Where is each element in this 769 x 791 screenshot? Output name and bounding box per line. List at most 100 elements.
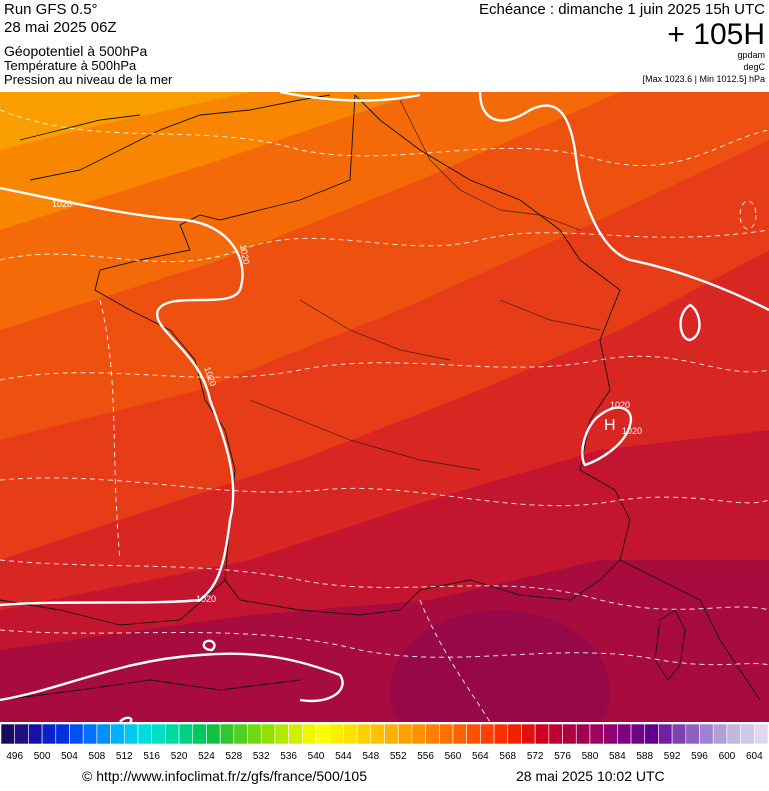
legend-swatch <box>562 723 577 745</box>
legend-label: 552 <box>390 751 407 762</box>
legend-label: 604 <box>746 751 763 762</box>
legend-swatch <box>480 723 495 745</box>
legend-label: 584 <box>609 751 626 762</box>
legend-swatch <box>630 723 646 745</box>
legend-label: 544 <box>335 751 352 762</box>
legend-swatch <box>315 723 331 745</box>
forecast-time: Echéance : dimanche 1 juin 2025 15h UTC <box>479 1 765 18</box>
high-pressure-marker: H <box>604 417 616 434</box>
contour <box>0 355 769 381</box>
legend-swatch <box>247 723 262 745</box>
source-url: © http://www.infoclimat.fr/z/gfs/france/… <box>82 768 367 784</box>
legend-swatch <box>644 723 659 745</box>
isobar-label: 1020 <box>622 426 642 436</box>
legend-swatch <box>165 723 180 745</box>
legend-swatch <box>96 723 111 745</box>
isobar-label: 1020 <box>52 199 72 209</box>
isobar <box>202 639 216 652</box>
legend-swatch <box>658 723 673 745</box>
contour <box>0 477 769 507</box>
legend-swatch <box>712 723 728 745</box>
corsica <box>654 609 686 681</box>
legend-label: 548 <box>362 751 379 762</box>
map: 1020 1020 1020 1020 1020 1020 H <box>0 92 769 722</box>
isobar <box>0 652 344 703</box>
region-border <box>249 99 601 471</box>
legend-label: 500 <box>34 751 51 762</box>
legend-swatch <box>452 723 467 745</box>
legend-label: 592 <box>664 751 681 762</box>
legend-label: 560 <box>445 751 462 762</box>
layer-label: Pression au niveau de la mer <box>4 72 173 87</box>
france-border <box>94 93 631 616</box>
forecast-term: + 105H <box>667 18 765 51</box>
isobar <box>279 92 769 312</box>
temperature-field <box>0 92 250 150</box>
contour <box>739 200 757 230</box>
legend-label: 572 <box>527 751 544 762</box>
legend-swatch <box>384 723 399 745</box>
legend-label: 580 <box>582 751 599 762</box>
legend-swatch <box>397 723 413 745</box>
temperature-field <box>390 610 610 722</box>
legend-swatch <box>302 723 317 745</box>
legend-label: 600 <box>719 751 736 762</box>
isobar-label: 1020 <box>238 244 251 265</box>
legend-swatch <box>288 723 303 745</box>
legend-swatch <box>671 723 687 745</box>
legend-label: 516 <box>143 751 160 762</box>
legend-swatch <box>219 723 235 745</box>
legend-swatch <box>206 723 221 745</box>
legend-swatch <box>0 723 15 745</box>
legend-swatch <box>82 723 98 745</box>
legend-swatch <box>740 723 755 745</box>
legend-label: 596 <box>691 751 708 762</box>
legend-swatch <box>233 723 248 745</box>
legend-swatch <box>548 723 563 745</box>
legend-swatch <box>151 723 166 745</box>
isobar <box>679 303 701 342</box>
legend-label: 556 <box>417 751 434 762</box>
legend-swatch <box>507 723 522 745</box>
unit-label: degC <box>743 62 765 72</box>
legend-swatch <box>178 723 194 745</box>
coastline <box>0 579 301 701</box>
legend-swatch <box>41 723 57 745</box>
legend-swatch <box>55 723 70 745</box>
legend-swatch <box>425 723 440 745</box>
temperature-field <box>0 92 420 230</box>
color-legend: 496 500 504 508 512 516 520 524 528 532 536 540 544 5… <box>0 723 769 762</box>
legend-swatch <box>534 723 550 745</box>
layer-label: Température à 500hPa <box>4 58 137 73</box>
legend-label: 520 <box>171 751 188 762</box>
isobar <box>581 406 633 467</box>
legend-swatch <box>356 723 372 745</box>
coastline <box>619 559 761 701</box>
legend-label: 528 <box>225 751 242 762</box>
legend-swatch <box>137 723 152 745</box>
legend-swatch <box>726 723 741 745</box>
contour <box>99 299 491 722</box>
legend-swatch <box>411 723 426 745</box>
contour <box>0 629 769 666</box>
legend-swatch <box>110 723 125 745</box>
legend-swatch <box>575 723 591 745</box>
legend-label: 504 <box>61 751 78 762</box>
contour <box>0 109 769 166</box>
isobar-label: 1020 <box>196 594 216 604</box>
legend-swatch <box>521 723 536 745</box>
legend-label: 524 <box>198 751 215 762</box>
legend-swatch <box>603 723 618 745</box>
isobar-label: 1020 <box>610 400 630 410</box>
contour <box>0 559 769 611</box>
coastline <box>19 94 331 181</box>
legend-label: 540 <box>308 751 325 762</box>
run-date: 28 mai 2025 06Z <box>4 19 117 36</box>
pressure-extremes: [Max 1023.6 | Min 1012.5] hPa <box>643 74 765 84</box>
legend-label: 568 <box>499 751 516 762</box>
legend-swatch <box>329 723 344 745</box>
legend-label: 496 <box>6 751 23 762</box>
legend-label: 532 <box>253 751 270 762</box>
legend-swatch <box>260 723 276 745</box>
